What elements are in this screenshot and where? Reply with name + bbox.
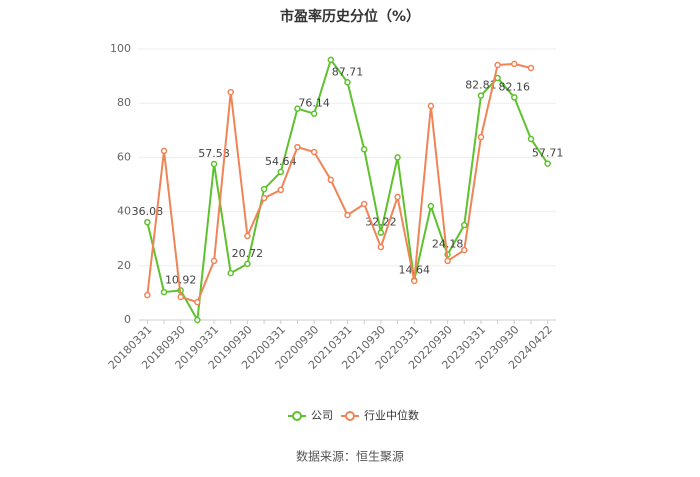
data-label: 24.18 bbox=[432, 237, 464, 250]
point bbox=[394, 154, 401, 161]
point bbox=[294, 143, 301, 151]
y-tick-label: 20 bbox=[117, 259, 131, 272]
y-tick-label: 80 bbox=[117, 96, 131, 109]
point bbox=[377, 229, 385, 236]
point bbox=[177, 293, 184, 301]
point bbox=[310, 148, 318, 156]
data-label: 36.08 bbox=[132, 205, 164, 218]
series-line bbox=[146, 62, 532, 304]
point bbox=[160, 147, 168, 155]
point bbox=[511, 94, 518, 101]
point bbox=[511, 60, 518, 68]
point bbox=[427, 202, 435, 210]
legend-marker bbox=[292, 411, 302, 421]
point bbox=[210, 257, 218, 265]
point bbox=[444, 257, 451, 265]
point bbox=[461, 221, 468, 229]
point bbox=[377, 243, 385, 251]
legend-label: 公司 bbox=[311, 409, 333, 422]
series-line bbox=[146, 57, 549, 324]
data-label: 82.16 bbox=[499, 80, 531, 93]
point bbox=[477, 133, 485, 141]
point bbox=[194, 298, 201, 306]
point bbox=[527, 64, 535, 72]
point bbox=[194, 316, 201, 324]
point bbox=[327, 176, 335, 184]
y-tick-label: 0 bbox=[124, 313, 131, 326]
y-tick-label: 40 bbox=[117, 205, 131, 218]
point bbox=[427, 102, 435, 110]
point bbox=[260, 185, 268, 193]
chart-title: 市盈率历史分位（%） bbox=[280, 8, 420, 25]
point bbox=[344, 79, 351, 86]
point bbox=[410, 277, 418, 285]
data-label: 57.71 bbox=[532, 147, 564, 160]
point bbox=[344, 211, 351, 219]
source-note: 数据来源：恒生聚源 bbox=[296, 449, 404, 464]
data-label: 76.14 bbox=[298, 97, 330, 110]
point bbox=[227, 88, 234, 96]
data-label: 10.92 bbox=[165, 273, 197, 286]
point bbox=[144, 291, 151, 299]
point bbox=[210, 160, 218, 168]
point bbox=[544, 160, 551, 167]
point bbox=[227, 269, 234, 277]
point bbox=[461, 246, 468, 254]
legend-marker bbox=[345, 411, 355, 421]
data-label: 82.81 bbox=[465, 79, 497, 92]
point bbox=[277, 168, 285, 176]
point bbox=[244, 232, 251, 240]
point bbox=[310, 110, 318, 117]
point bbox=[294, 105, 301, 112]
y-tick-label: 60 bbox=[117, 150, 131, 163]
data-label: 57.58 bbox=[198, 147, 230, 160]
point bbox=[527, 135, 535, 143]
point bbox=[394, 193, 401, 201]
point bbox=[360, 146, 368, 153]
data-label: 20.72 bbox=[232, 247, 264, 260]
legend-label: 行业中位数 bbox=[364, 408, 419, 422]
point bbox=[260, 194, 268, 202]
y-tick-label: 100 bbox=[110, 42, 131, 55]
point bbox=[327, 56, 335, 64]
point bbox=[244, 260, 251, 268]
data-label: 54.64 bbox=[265, 155, 297, 168]
data-label: 87.71 bbox=[332, 65, 364, 78]
point bbox=[160, 288, 168, 296]
data-label: 14.64 bbox=[398, 263, 430, 276]
point bbox=[144, 218, 151, 226]
point bbox=[277, 186, 285, 194]
point bbox=[360, 200, 368, 208]
point bbox=[494, 61, 501, 69]
point bbox=[477, 92, 485, 99]
